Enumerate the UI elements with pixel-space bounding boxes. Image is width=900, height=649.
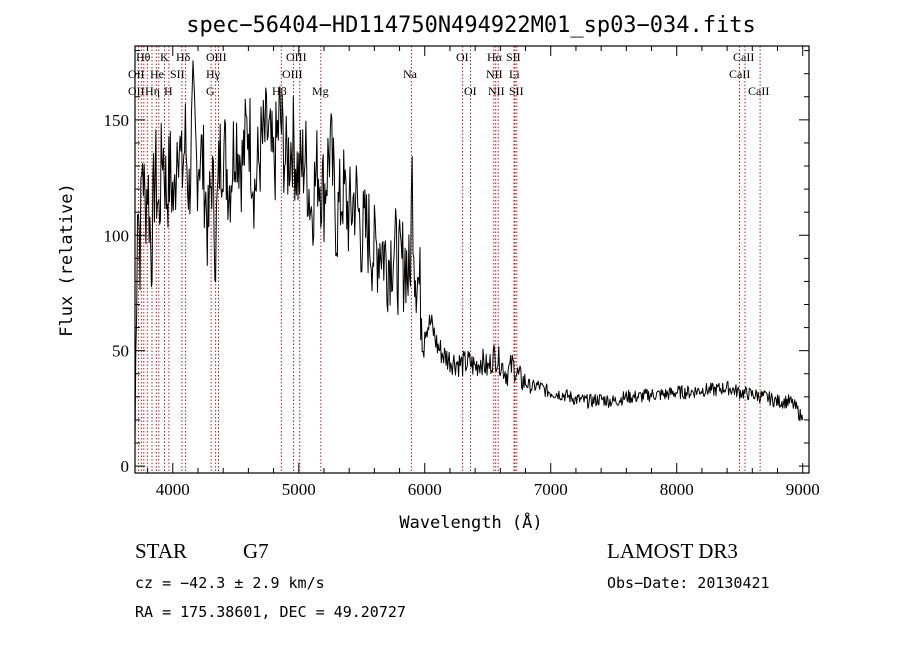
plot-frame [134,45,810,474]
survey-name: LAMOST DR3 [607,539,738,563]
line-label-caii-b: CaII [729,67,750,81]
x-tick-label: 4000 [156,480,190,499]
line-label-na: Na [403,67,418,81]
spectrum-series [134,60,804,445]
y-tick-label: 50 [112,342,129,361]
line-label-h-gamma: Hγ [206,67,221,81]
line-label-nii-b: NII [488,84,505,98]
x-tick-label: 7000 [534,480,568,499]
x-tick-label: 8000 [660,480,694,499]
line-label-oi-b: OI [464,84,477,98]
line-label-sii-a: SII [506,50,521,64]
spectrum-line [134,60,804,445]
line-label-oiii-a: OIII [206,50,227,64]
y-tick-label: 100 [104,226,130,245]
line-label-sii-c: SII [509,84,524,98]
line-label-nii-a: NII [486,67,503,81]
chart-title: spec−56404−HD114750N494922M01_sp03−034.f… [186,13,756,38]
line-label-oiii-c: OIII [282,67,303,81]
line-label-g: G [206,84,215,98]
line-label-oi-a: OI [456,50,469,64]
line-label-oiii-b: OIII [286,50,307,64]
x-axis-ticks: 4000 5000 6000 7000 8000 9000 [147,46,820,499]
x-axis-label: Wavelength (Å) [399,511,542,533]
x-tick-label: 9000 [786,480,820,499]
redshift-value: cz = −42.3 ± 2.9 km/s [135,574,325,592]
y-axis-ticks: 0 50 100 150 [104,50,809,476]
line-label-caii-c: CaII [748,84,769,98]
line-label-h: H [164,84,173,98]
y-tick-label: 0 [121,457,130,476]
line-label-mg: Mg [312,84,329,98]
y-axis-label: Flux (relative) [57,183,77,337]
object-subclass: G7 [243,539,269,563]
object-class: STAR [135,539,187,563]
line-label-oii-a: OII [128,67,145,81]
line-markers [137,46,761,473]
x-tick-label: 6000 [408,480,442,499]
line-label-h-theta: Hθ [136,50,151,64]
line-label-caii-a: CaII [733,50,754,64]
obs-date: Obs−Date: 20130421 [607,574,770,592]
line-label-k: K [160,50,169,64]
line-label-h-alpha: Hα [487,50,503,64]
line-label-h-beta: Hβ [272,84,287,98]
line-label-oii-b: OII [128,84,145,98]
y-tick-label: 150 [104,111,130,130]
x-tick-label: 5000 [282,480,316,499]
line-label-h-eta: Hη [145,84,160,98]
line-label-li: Li [509,67,520,81]
line-label-h-delta: Hδ [176,50,191,64]
line-label-sii-b: SII [170,67,185,81]
coordinates: RA = 175.38601, DEC = 49.20727 [135,603,406,621]
line-label-hei: He [150,67,164,81]
